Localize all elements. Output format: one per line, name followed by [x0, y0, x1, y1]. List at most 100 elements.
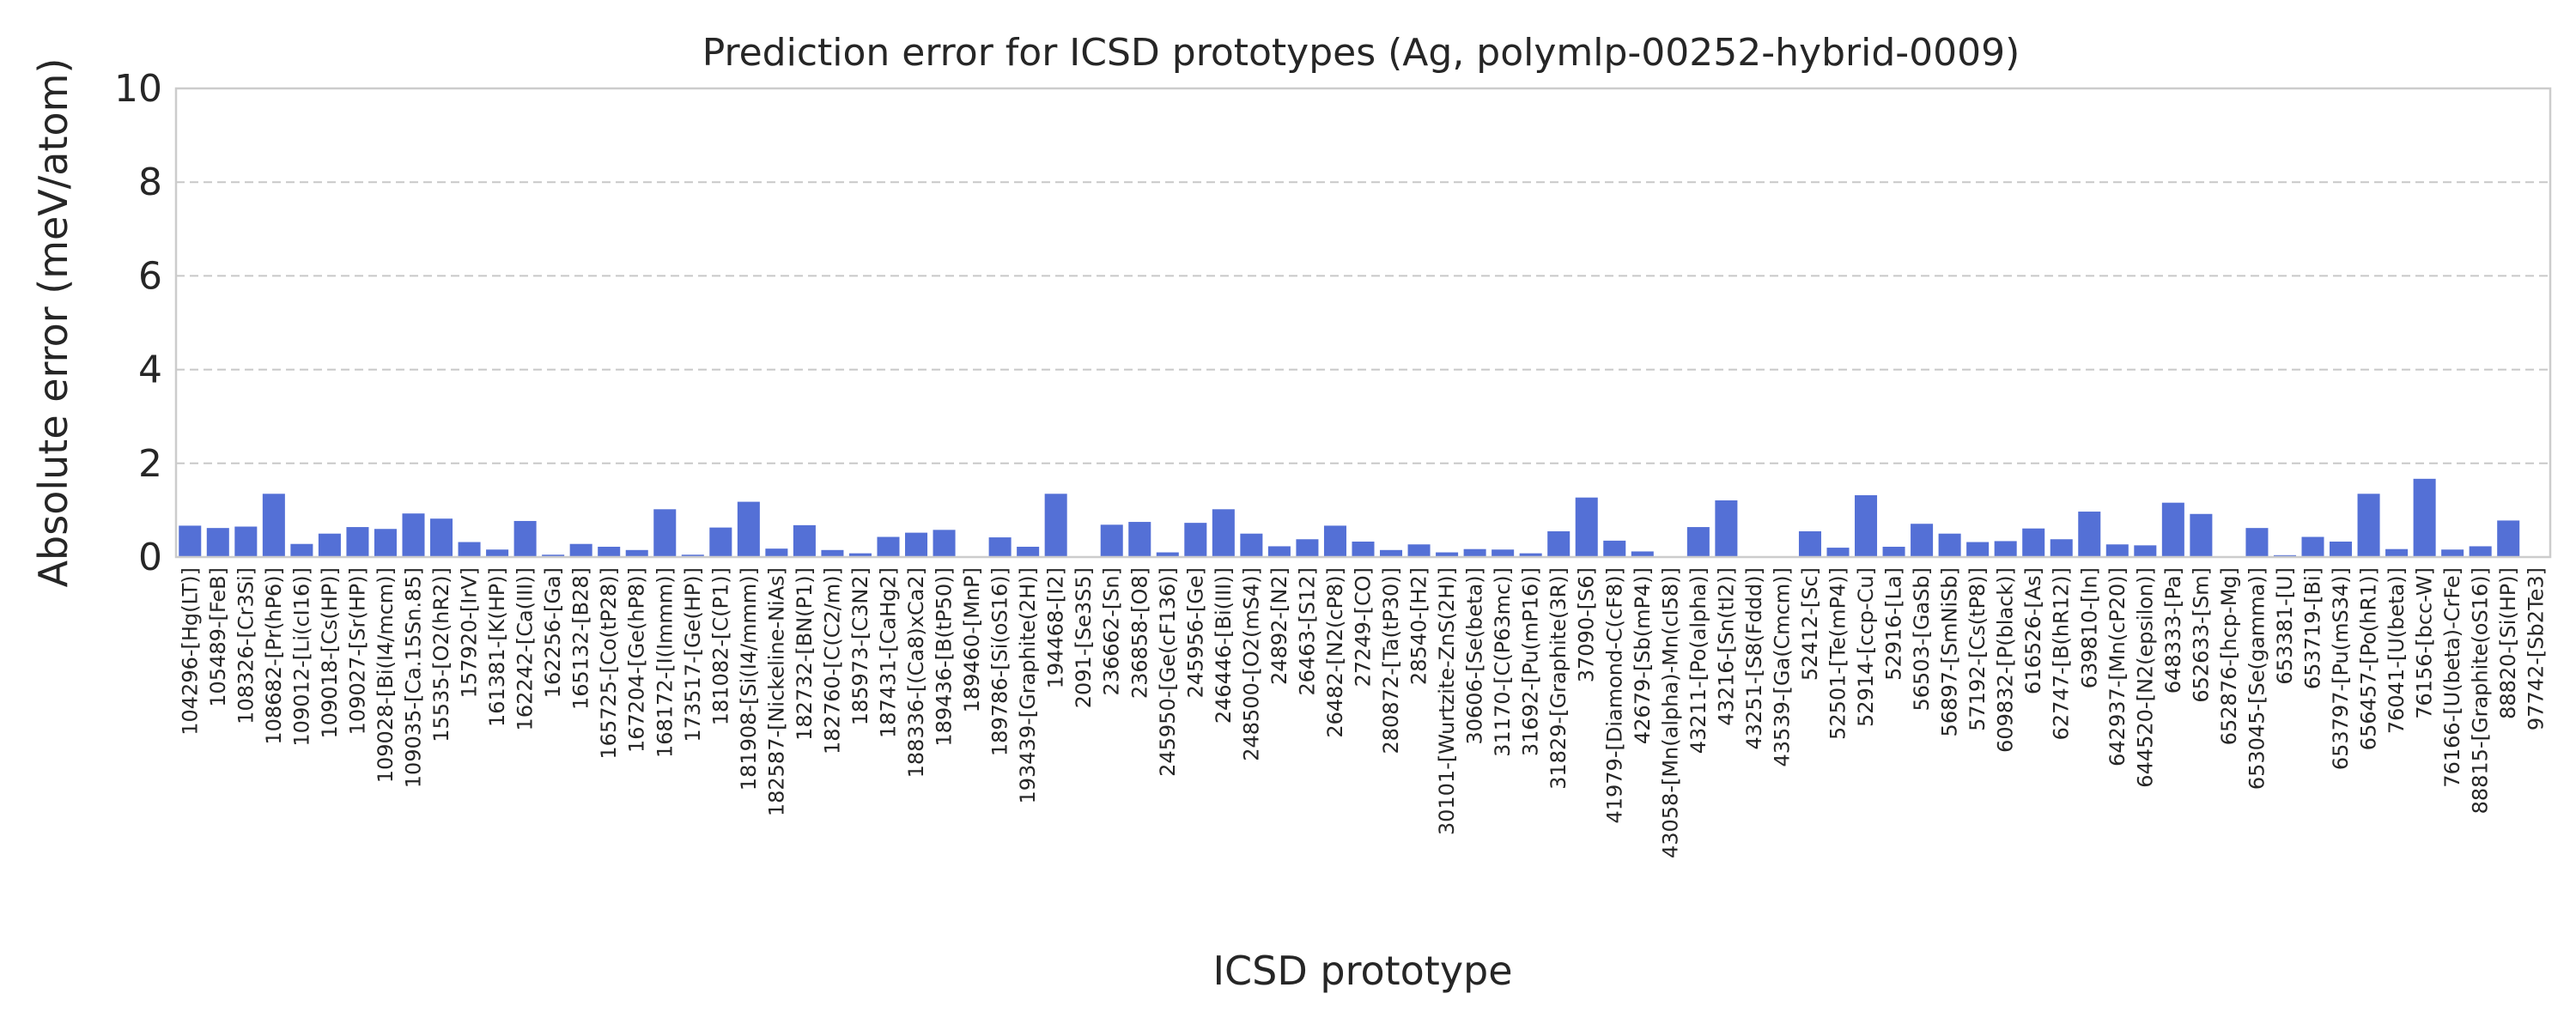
bar [206, 528, 229, 557]
x-tick-label: 56503-[GaSb] [1910, 567, 1934, 712]
bar [681, 554, 704, 557]
y-tick-label: 0 [138, 536, 162, 579]
bar [486, 549, 509, 557]
x-tick-label: 173517-[Ge(HP)] [681, 567, 705, 742]
bar [988, 537, 1012, 557]
bar [905, 532, 928, 557]
bar [402, 513, 425, 557]
x-tick-label: 31170-[C(P63mc)] [1491, 567, 1515, 757]
bar [2190, 513, 2213, 557]
y-tick-label: 4 [138, 348, 162, 392]
bar [1212, 509, 1235, 557]
x-tick-label: 109018-[Cs(HP)] [318, 567, 342, 739]
chart-title: Prediction error for ICSD prototypes (Ag… [702, 31, 2020, 75]
bar [1994, 541, 2017, 557]
x-tick-label: 43539-[Ga(Cmcm)] [1770, 567, 1794, 766]
bar [179, 525, 202, 557]
bar [1128, 522, 1151, 557]
y-axis-label: Absolute error (meV/atom) [30, 58, 76, 588]
bar [1882, 546, 1905, 557]
x-tick-label: 642937-[Mn(cP20)] [2105, 567, 2129, 766]
bar [1100, 524, 1123, 557]
x-tick-label: 653797-[Pu(mS34)] [2329, 567, 2353, 770]
x-tick-label: 42679-[Sb(mP4)] [1631, 567, 1655, 744]
x-tick-label: 182587-[Nickeline-NiAs] [764, 567, 788, 816]
x-tick-label: 37090-[S6] [1575, 567, 1599, 682]
x-tick-label: 30606-[Se(beta)] [1463, 567, 1487, 745]
gridlines [176, 181, 2550, 464]
x-tick-label: 88820-[Si(HP)] [2496, 567, 2520, 719]
x-tick-label: 104296-[Hg(LT)] [178, 567, 202, 736]
x-tick-label: 652633-[Sm] [2189, 567, 2213, 703]
x-tick-label: 2091-[Se3S5] [1072, 567, 1096, 708]
x-tick-label: 108682-[Pr(hP6)] [262, 567, 286, 745]
x-tick-label: 165725-[Co(tP28)] [597, 567, 621, 760]
x-tick-label: 189786-[Si(oS16)] [988, 567, 1012, 756]
x-axis-label: ICSD prototype [1212, 948, 1512, 994]
x-tick-label: 57192-[Cs(tP8)] [1965, 567, 1990, 731]
x-tick-label: 280872-[Ta(tP30)] [1379, 567, 1403, 754]
bar [1686, 527, 1710, 557]
bar [1436, 552, 1459, 557]
bar [2330, 541, 2353, 557]
x-tick-label: 181082-[C(P1)] [708, 567, 732, 725]
bar [1547, 530, 1571, 557]
x-tick-label: 653719-[Bi] [2301, 567, 2325, 689]
bar [513, 520, 537, 557]
x-tick-label: 182732-[BN(P1)] [793, 567, 817, 741]
bar [653, 509, 677, 557]
bar [2413, 478, 2436, 557]
x-tick-label: 248500-[O2(mS4)] [1239, 567, 1263, 761]
x-tick-label: 168172-[I(Immm)] [653, 567, 677, 758]
bar [262, 494, 285, 557]
bar [374, 529, 397, 557]
x-tick-label: 653381-[U] [2273, 567, 2297, 685]
bar [2161, 502, 2184, 557]
x-tick-label: 109028-[Bi(I4/mcm)] [374, 567, 398, 783]
x-tick-label: 52914-[ccp-Cu] [1854, 567, 1878, 727]
bar [1798, 530, 1821, 557]
bar [290, 543, 313, 557]
bar [569, 543, 592, 557]
bar [933, 530, 956, 557]
bar [2441, 549, 2464, 557]
x-tick-label: 27249-[CO] [1352, 567, 1376, 687]
bar [1575, 497, 1598, 557]
bar [2469, 546, 2492, 557]
x-tick-label: 43251-[S8(Fddd)] [1742, 567, 1766, 749]
x-tick-label: 182760-[C(C2/m)] [820, 567, 844, 754]
x-tick-label: 56897-[SmNiSb] [1938, 567, 1962, 736]
x-tick-label: 188336-[(Ca8)xCa2] [904, 567, 928, 778]
bar [318, 533, 341, 557]
y-tick-label: 2 [138, 442, 162, 486]
bar [1323, 525, 1346, 557]
x-tick-label: 52916-[La] [1882, 567, 1906, 681]
bar [1380, 549, 1403, 557]
x-tick-labels: 104296-[Hg(LT)] 105489-[FeB] 108326-[Cr3Si… [178, 567, 2548, 858]
x-tick-label: 246446-[Bi(III)] [1212, 567, 1236, 724]
x-tick-label: 652876-[hcp-Mg] [2217, 567, 2241, 745]
bar [234, 526, 258, 557]
x-tick-label: 616526-[As] [2021, 567, 2045, 694]
x-tick-label: 189460-[MnP] [960, 567, 984, 712]
x-tick-label: 644520-[N2(epsilon)] [2133, 567, 2157, 788]
x-tick-label: 653045-[Se(gamma)] [2245, 567, 2269, 790]
x-tick-label: 28540-[H2] [1407, 567, 1431, 685]
bar [1826, 548, 1850, 557]
bar [1855, 494, 1878, 557]
bar [1492, 549, 1515, 557]
bar [1352, 541, 1375, 557]
x-tick-label: 41979-[Diamond-C(cF8)] [1602, 567, 1626, 824]
bar [1240, 533, 1263, 557]
bar [1407, 544, 1431, 557]
x-tick-label: 62747-[B(hR12)] [2050, 567, 2074, 740]
x-tick-label: 108326-[Cr3Si] [234, 567, 258, 724]
y-tick-label: 10 [114, 67, 162, 111]
x-tick-label: 193439-[Graphite(2H)] [1016, 567, 1040, 804]
x-tick-label: 187431-[CaHg2] [877, 567, 901, 738]
bar [542, 554, 565, 557]
bar [1296, 539, 1319, 557]
x-tick-label: 76166-[U(beta)-CrFe] [2440, 567, 2464, 788]
x-tick-label: 245956-[Ge] [1183, 567, 1207, 698]
bar [877, 536, 900, 557]
